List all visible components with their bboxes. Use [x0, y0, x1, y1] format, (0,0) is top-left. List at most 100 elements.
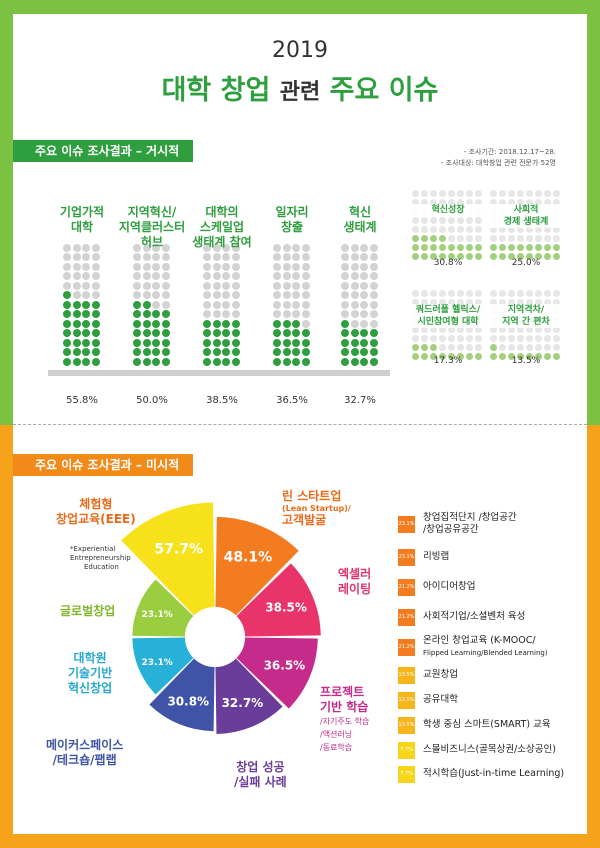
legend-item: 13.5% 학생 중심 스마트(SMART) 교육 [398, 712, 584, 738]
macro-value-label: 38.5% [206, 395, 238, 406]
mini-dot [475, 217, 482, 224]
donut-value-label: 57.7% [154, 541, 203, 557]
mini-dot [490, 335, 497, 342]
mini-dot [457, 344, 464, 351]
macro-dot [203, 272, 212, 281]
macro-dot [72, 338, 81, 347]
mini-dot [499, 226, 506, 233]
macro-dot [161, 310, 170, 319]
macro-dot [273, 319, 282, 328]
macro-dot [203, 319, 212, 328]
macro-dot [133, 348, 142, 357]
macro-dot [292, 310, 301, 319]
macro-dot [63, 281, 72, 290]
macro-dot [152, 272, 161, 281]
title-part2: 관련 [279, 80, 321, 105]
mini-dot [517, 244, 524, 251]
macro-dot [161, 319, 170, 328]
macro-category-line: 창출 [280, 220, 304, 234]
macro-dot [360, 272, 369, 281]
title-part3: 주요 이슈 [329, 75, 439, 106]
macro-dot [91, 281, 100, 290]
mini-dot [544, 244, 551, 251]
mini-category-line: 경제 생태계 [503, 217, 549, 227]
mini-dot [412, 226, 419, 233]
mini-dot [439, 353, 446, 360]
mini-dot [412, 290, 419, 297]
macro-dot [82, 357, 91, 366]
mini-dot [508, 190, 515, 197]
mini-dot [499, 235, 506, 242]
macro-dot [82, 272, 91, 281]
mini-dot [457, 244, 464, 251]
mini-dot [490, 290, 497, 297]
mini-dot [535, 335, 542, 342]
macro-dot [273, 329, 282, 338]
mini-dot [517, 326, 524, 333]
macro-dot [212, 357, 221, 366]
macro-dot [212, 338, 221, 347]
macro-dot [360, 281, 369, 290]
mini-dot [535, 344, 542, 351]
mini-dot [439, 326, 446, 333]
macro-dot [63, 243, 72, 252]
mini-category-line: 지역격차/ [507, 305, 545, 315]
macro-dot [282, 291, 291, 300]
label-grad-2: 기술기반 [68, 666, 113, 680]
macro-dot [222, 262, 231, 271]
legend-swatch: 13.5% [398, 716, 415, 734]
mini-dot [544, 290, 551, 297]
mini-category-line: 혁신성장 [431, 205, 465, 215]
mini-dot [448, 344, 455, 351]
label-eee-sub3: Education [84, 563, 119, 571]
mini-dot [499, 290, 506, 297]
donut-value-label: 32.7% [222, 696, 264, 710]
mini-dot [535, 244, 542, 251]
legend-item: 21.2% 아이디어창업 [398, 572, 584, 602]
mini-dot-grid: 쿼드러플 헬릭스/시민참여형 대학 [412, 290, 484, 362]
legend-text-line2: /창업공유공간 [423, 524, 479, 535]
macro-dot [282, 253, 291, 262]
legend-item: 23.1% 창업집적단지 /창업공간/창업공유공간 [398, 506, 584, 542]
mini-dot [412, 326, 419, 333]
mini-dot [535, 299, 542, 306]
macro-value-label: 50.0% [136, 395, 168, 406]
mini-dot [439, 235, 446, 242]
mini-dot [499, 353, 506, 360]
macro-dot [341, 272, 350, 281]
mini-dot [526, 299, 533, 306]
macro-dot [161, 281, 170, 290]
label-pbl-2: 기반 학습 [320, 700, 369, 714]
macro-category-line: 대학 [70, 220, 94, 234]
mini-dot [457, 299, 464, 306]
donut-value-label: 23.1% [142, 610, 173, 620]
mini-dot [439, 190, 446, 197]
macro-dot [369, 348, 378, 357]
donut-slice [236, 637, 318, 709]
macro-dot [72, 262, 81, 271]
macro-dot [161, 291, 170, 300]
macro-category-line: 대학의 [205, 205, 239, 219]
macro-dot [350, 310, 359, 319]
mini-dot [526, 244, 533, 251]
mini-dot [475, 335, 482, 342]
label-eee-2: 창업교육(EEE) [56, 512, 136, 526]
mini-dot [517, 290, 524, 297]
legend-swatch: 23.1% [398, 515, 415, 533]
mini-dot-grid: 지역격차/지역 간 편차 [490, 290, 562, 362]
macro-dot [212, 319, 221, 328]
macro-dot [72, 300, 81, 309]
macro-dot [231, 310, 240, 319]
macro-category-line: 생태계 [343, 220, 377, 234]
legend-swatch: 21.2% [398, 608, 415, 626]
survey-period: - 조사기간: 2018.12.17~28. [463, 148, 556, 156]
macro-dot [91, 243, 100, 252]
macro-dot [63, 329, 72, 338]
label-lean-1: 린 스타트업 [282, 489, 342, 503]
macro-dot [203, 243, 212, 252]
mini-category-label: 쿼드러플 헬릭스/시민참여형 대학 [412, 304, 484, 328]
mini-dot [466, 217, 473, 224]
donut-value-label: 38.5% [265, 601, 307, 615]
mini-dot [457, 326, 464, 333]
macro-dot [360, 262, 369, 271]
